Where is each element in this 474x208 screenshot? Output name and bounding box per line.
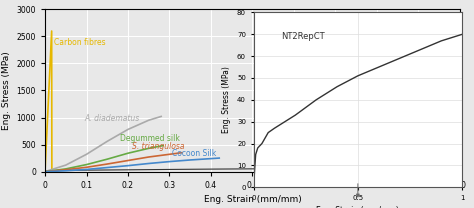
- Y-axis label: Eng. Stress (MPa): Eng. Stress (MPa): [222, 66, 231, 133]
- X-axis label: Eng. Strain (mm/mm): Eng. Strain (mm/mm): [203, 195, 301, 204]
- Text: NT2RepCT: NT2RepCT: [281, 32, 324, 41]
- Text: A. diadematus: A. diadematus: [84, 114, 140, 123]
- Text: S. triangulosa: S. triangulosa: [132, 142, 185, 151]
- X-axis label: Eng. Strain (mm/mm): Eng. Strain (mm/mm): [317, 206, 399, 208]
- Text: Degummed silk: Degummed silk: [119, 134, 180, 143]
- Text: Carbon fibres: Carbon fibres: [54, 37, 106, 47]
- Text: Cocoon Silk: Cocoon Silk: [172, 149, 216, 158]
- Y-axis label: Eng. Stress (MPa): Eng. Stress (MPa): [2, 51, 11, 130]
